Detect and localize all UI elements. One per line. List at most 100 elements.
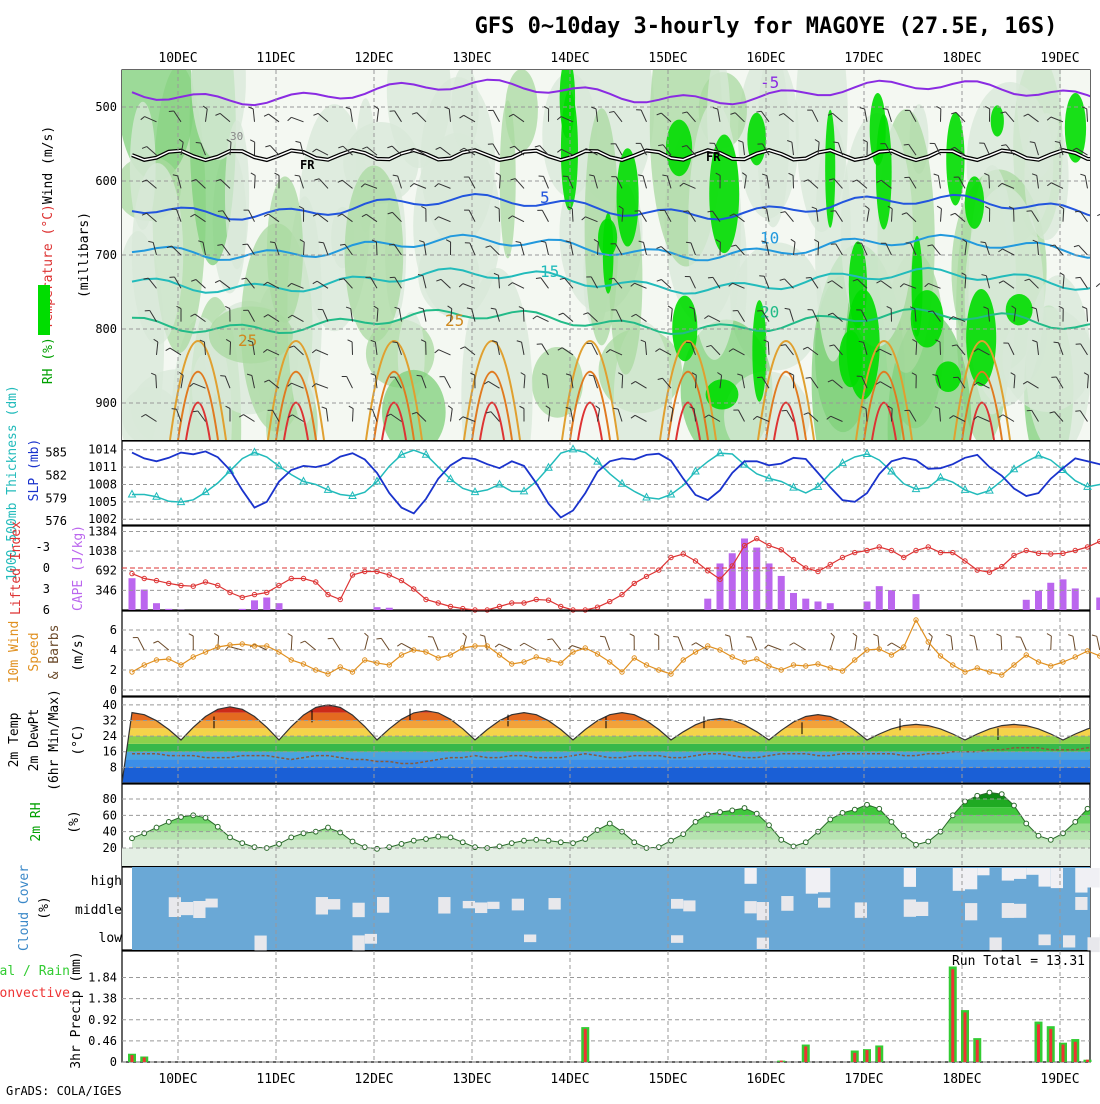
rh2m-marker	[277, 842, 282, 847]
cape-bar	[876, 586, 883, 610]
wind-barb	[255, 175, 256, 188]
cloud-gap-mid	[1075, 897, 1087, 910]
wind-barb	[523, 309, 524, 322]
wind-ylabel-3: & Barbs	[47, 625, 62, 680]
wind-ylabel-2: Speed	[27, 632, 42, 671]
wind-barb-flag	[172, 209, 177, 210]
thickness-line	[132, 449, 1100, 512]
rh2m-marker	[607, 821, 612, 826]
cloud-gap-high	[1002, 868, 1014, 881]
rh-legend-swatch	[38, 285, 50, 335]
slp-tick: 1014	[88, 443, 117, 457]
rh2m-marker	[240, 841, 245, 846]
cape-ylabel: CAPE (J/kg)	[71, 525, 86, 611]
temp-tick: 24	[103, 729, 117, 743]
cloud-gap-mid	[206, 899, 218, 908]
wind-barb-flag	[214, 633, 218, 636]
rh2m-marker	[534, 837, 539, 842]
rh-contour-label: 30	[230, 130, 243, 143]
rh2m-tick: 20	[103, 841, 117, 855]
cloud-row-label: high	[91, 874, 122, 889]
cloud-gap-mid	[916, 902, 928, 916]
chart-title: GFS 0~10day 3-hourly for MAGOYE (27.5E, …	[475, 14, 1058, 39]
precip-conv-bar	[143, 1057, 146, 1062]
precip-conv-bar	[976, 1040, 979, 1062]
run-total-label: Run Total = 13.31	[952, 954, 1085, 969]
cloud-gap-mid	[438, 897, 450, 913]
cloud-gap-mid	[549, 898, 561, 910]
pressure-tick: 700	[95, 248, 117, 262]
cape-bar	[374, 607, 381, 610]
rh2m-marker	[889, 819, 894, 824]
wind-barb-flag	[1054, 342, 1059, 343]
wind-ylabel-1: 10m Wind	[7, 621, 22, 684]
rh2m-marker	[362, 845, 367, 850]
wind-barb	[1063, 209, 1064, 222]
slp-line	[132, 447, 1100, 518]
precip-conv-bar	[780, 1061, 783, 1062]
wind-barb-flag	[547, 639, 552, 640]
date-label-top: 17DEC	[844, 51, 883, 66]
cloud-gap-high	[745, 868, 757, 884]
cloud-ylabel-part: Cloud Cover	[17, 865, 32, 951]
rh2m-marker	[522, 838, 527, 843]
wind-barb-flag	[600, 636, 605, 637]
temp-ylabel-4-part: (°C)	[71, 724, 86, 755]
wind-barb	[916, 342, 917, 355]
slp-tick: 1005	[88, 495, 117, 509]
rh-saturated	[825, 110, 835, 228]
wind-barb-flag	[1068, 635, 1073, 637]
rh2m-band	[122, 832, 1090, 840]
wind-barb	[940, 342, 941, 355]
wind-barb	[291, 636, 292, 650]
slp-tick: 1011	[88, 460, 117, 474]
wind-barb-flag	[1075, 411, 1080, 412]
date-label-bottom: 11DEC	[256, 1072, 295, 1087]
precip-conv-bar	[1086, 1060, 1089, 1062]
wind-barb	[751, 637, 756, 650]
wind-barb-flag	[300, 641, 305, 643]
upper-air-ylabel-part: (%)	[41, 329, 56, 368]
slp-tick: 1008	[88, 477, 117, 491]
precip-tick: 0	[110, 1055, 117, 1069]
thickness-tick: 585	[45, 445, 67, 459]
wind-barb-flag	[463, 633, 467, 636]
cape-bar	[141, 590, 148, 610]
precip-conv-bar	[584, 1029, 587, 1062]
rh2m-band	[122, 815, 1090, 823]
rh2m-marker	[632, 840, 637, 845]
temp-ylabel-3: (6hr Min/Max)	[47, 689, 62, 791]
cloud-gap-high	[806, 868, 818, 894]
wind-barb	[1073, 636, 1075, 650]
cloud-unit-part: (%)	[37, 896, 52, 919]
wind-barb-flag	[946, 634, 951, 636]
rh2m-marker	[1073, 819, 1078, 824]
slp-thickness-panel-frame	[122, 441, 1090, 525]
upper-air-ylabel-part: (m/s)	[41, 126, 56, 173]
rh2m-marker	[154, 825, 159, 830]
cloud-gap-mid	[353, 903, 365, 917]
rh2m-marker	[252, 845, 257, 850]
precip-tick: 1.38	[88, 992, 117, 1006]
date-label-top: 12DEC	[354, 51, 393, 66]
temp-ylabel-2: 2m DewPt	[27, 709, 42, 772]
isotherm-label: 5	[540, 188, 550, 207]
wind-barb-flag	[376, 638, 381, 639]
cloud-gap-mid	[487, 902, 499, 909]
wind-barb-flag	[996, 634, 1001, 636]
wind-barb-flag	[630, 634, 634, 636]
upper-air-ylabel: RH (%) Temperature (°C)Wind (m/s)	[41, 126, 56, 384]
slp-ylabel: SLP (mb)	[27, 439, 42, 502]
wind-barb-flag	[189, 634, 193, 636]
cape-bar	[153, 603, 160, 610]
rh2m-marker	[399, 842, 404, 847]
cloud-gap-high	[965, 868, 977, 889]
cape-bar	[1060, 579, 1067, 610]
rh2m-marker	[767, 823, 772, 828]
wind-barb-flag	[673, 636, 678, 637]
temp-ylabel-1-part: 2m Temp	[7, 712, 22, 767]
rh2m-marker	[1048, 837, 1053, 842]
temp-bands	[122, 697, 1090, 783]
cloud-gap-mid	[904, 899, 916, 916]
cloud-gap-mid	[377, 897, 389, 913]
